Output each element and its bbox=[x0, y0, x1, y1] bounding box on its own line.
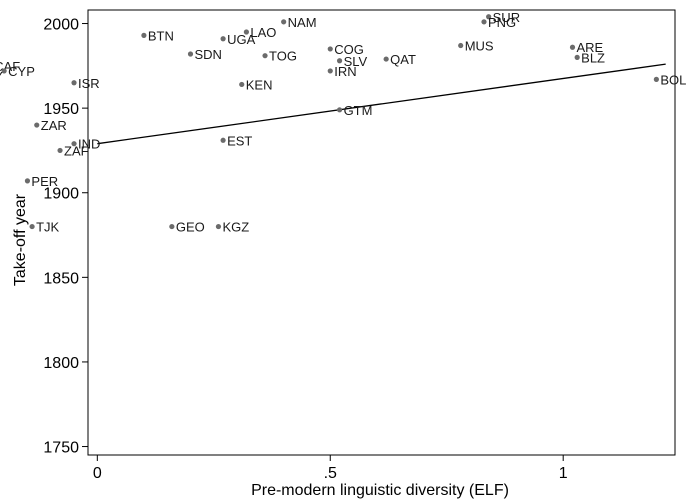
point-label: CYP bbox=[8, 64, 35, 79]
point-label: IND bbox=[78, 137, 100, 152]
point-label: ZAF bbox=[64, 143, 89, 158]
point-label: BOL bbox=[660, 72, 686, 87]
data-point bbox=[169, 223, 175, 230]
point-label: MUS bbox=[465, 39, 494, 54]
x-tick-label: 0 bbox=[93, 465, 102, 482]
data-point bbox=[1, 68, 7, 74]
data-point bbox=[481, 19, 487, 25]
y-tick-label: 1850 bbox=[43, 270, 79, 287]
data-point bbox=[327, 46, 333, 52]
point-label: SUR bbox=[493, 10, 520, 25]
data-point bbox=[57, 147, 63, 154]
point-label: BLZ bbox=[581, 50, 605, 65]
y-tick-label: 2000 bbox=[43, 17, 79, 34]
point-label: ISR bbox=[78, 76, 100, 91]
data-point bbox=[71, 141, 77, 147]
data-point bbox=[569, 44, 576, 50]
data-point bbox=[574, 54, 580, 60]
y-tick-label: 1900 bbox=[43, 186, 79, 203]
x-tick-label: 1 bbox=[559, 465, 568, 482]
data-point bbox=[281, 19, 287, 25]
point-label: SLV bbox=[344, 54, 368, 69]
point-label: PER bbox=[31, 174, 58, 189]
point-label: KGZ bbox=[222, 220, 249, 235]
fit-line bbox=[97, 63, 666, 145]
data-point bbox=[141, 32, 147, 38]
point-label: GTM bbox=[344, 103, 373, 118]
point-label: ZAR bbox=[41, 118, 67, 133]
data-point bbox=[34, 122, 40, 128]
point-label: SDN bbox=[194, 47, 221, 62]
data-point bbox=[243, 29, 249, 35]
plot-frame bbox=[87, 9, 676, 456]
point-label: GEO bbox=[176, 220, 205, 235]
point-label: LAO bbox=[250, 25, 276, 40]
data-point bbox=[336, 58, 343, 64]
y-tick-label: 1800 bbox=[43, 355, 79, 372]
data-point bbox=[71, 80, 77, 86]
point-label: UGA bbox=[227, 32, 256, 47]
point-label: BTN bbox=[148, 28, 174, 43]
data-point bbox=[220, 36, 226, 42]
point-label: KEN bbox=[246, 77, 273, 92]
point-label: IRN bbox=[334, 64, 356, 79]
y-axis-title: Take-off year bbox=[12, 193, 29, 286]
point-label: TJK bbox=[36, 220, 59, 235]
data-point bbox=[327, 68, 333, 74]
data-point bbox=[29, 223, 35, 230]
data-point bbox=[187, 51, 194, 57]
point-label: COG bbox=[334, 42, 364, 57]
point-label: NAM bbox=[288, 15, 317, 30]
data-point bbox=[458, 42, 464, 49]
point-label: EST bbox=[227, 133, 252, 148]
point-label: PNG bbox=[488, 15, 516, 30]
point-label: QAT bbox=[390, 52, 416, 67]
x-tick-label: .5 bbox=[324, 465, 337, 482]
data-point bbox=[24, 178, 31, 184]
data-point bbox=[215, 223, 222, 230]
data-point bbox=[383, 56, 389, 62]
data-point bbox=[220, 137, 226, 143]
point-label: DRY bbox=[0, 69, 3, 84]
x-axis-title: Pre-modern linguistic diversity (ELF) bbox=[251, 482, 509, 499]
data-point bbox=[262, 53, 268, 59]
data-point bbox=[653, 76, 659, 82]
point-label: TOG bbox=[269, 49, 297, 64]
y-tick-label: 1750 bbox=[43, 440, 79, 457]
data-point bbox=[486, 14, 492, 20]
data-point bbox=[336, 107, 343, 113]
data-point bbox=[239, 81, 245, 88]
y-tick-label: 1950 bbox=[43, 101, 79, 118]
point-label: ARE bbox=[577, 40, 604, 55]
